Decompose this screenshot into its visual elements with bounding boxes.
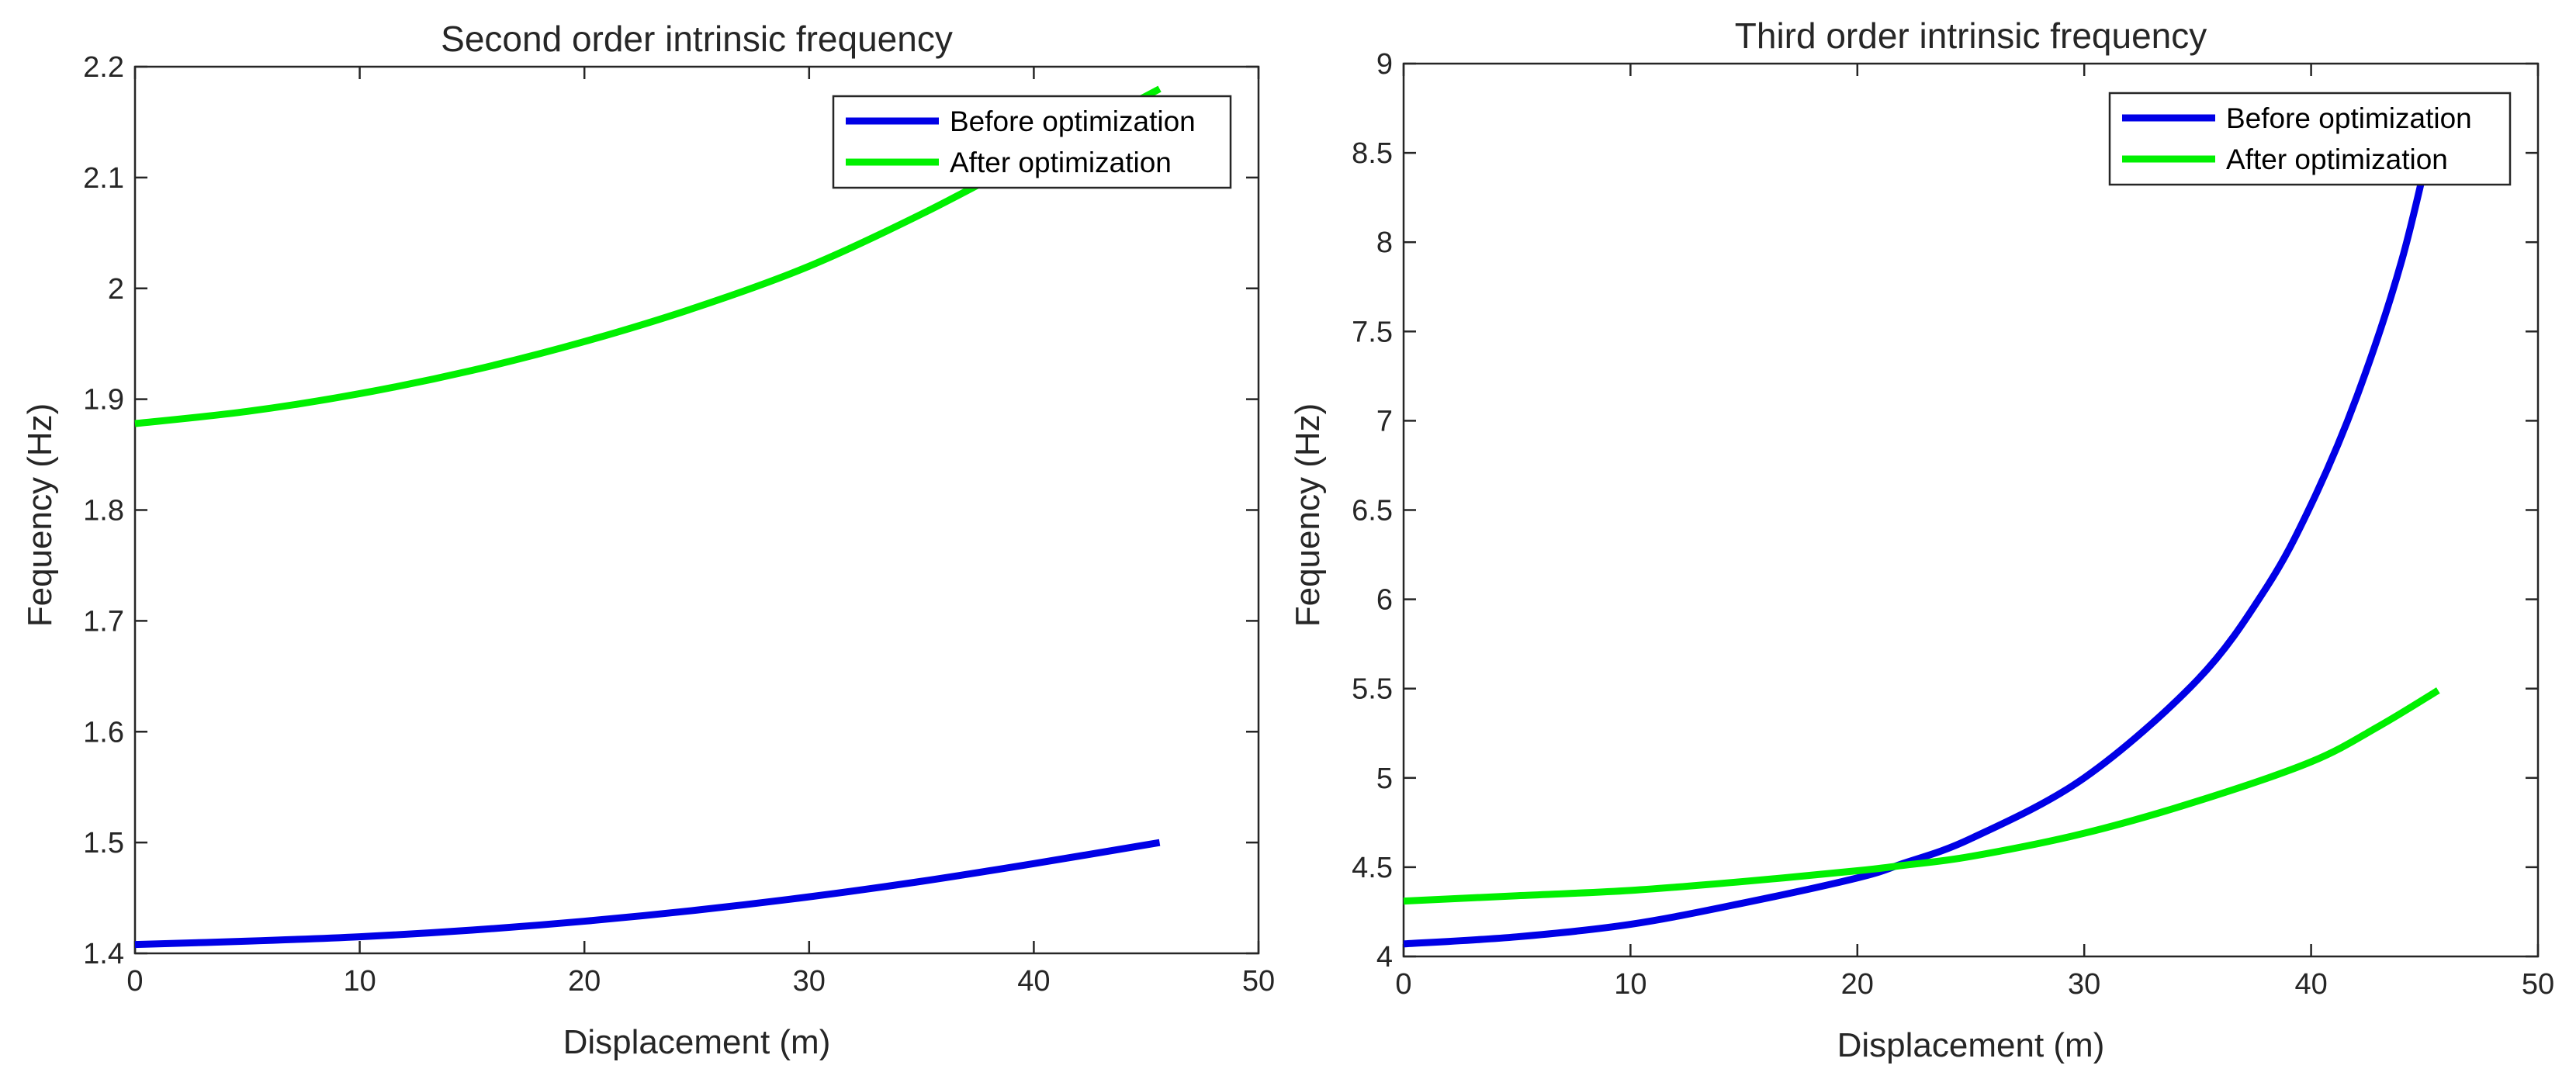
legend-label: After optimization [2226,144,2448,175]
legend-label: After optimization [950,147,1172,178]
y-tick-label: 7.5 [1352,316,1393,348]
series-line-after-optimization [1403,687,2440,905]
y-tick-label: 8.5 [1352,137,1393,170]
y-tick-label: 7 [1376,405,1393,438]
legend-box [832,95,1232,189]
y-tick-label: 5.5 [1352,673,1393,706]
legend-label: Before optimization [2226,102,2472,134]
second-order-chart: Second order intrinsic frequency Displac… [21,19,1275,1061]
y-tick-label: 1.7 [83,605,124,638]
y-tick-label: 4 [1376,941,1393,974]
plot-area [133,65,1260,955]
chart-title: Second order intrinsic frequency [441,19,953,59]
y-tick-label: 4.5 [1352,852,1393,884]
series-line-before-optimization [134,839,1161,949]
y-tick-label: 2.1 [83,162,124,195]
y-tick-label: 5 [1376,763,1393,795]
x-tick-label: 40 [2294,968,2327,1001]
y-axis-label: Fequency (Hz) [1289,403,1327,628]
y-tick-label: 1.4 [83,938,124,970]
y-tick-label: 8 [1376,227,1393,259]
x-tick-label: 50 [1242,965,1275,998]
legend: Before optimization After optimization [2108,92,2512,186]
y-tick-label: 9 [1376,48,1393,81]
y-axis-label: Fequency (Hz) [21,403,59,628]
x-tick-label: 30 [793,965,826,998]
series-line-before-optimization [1403,107,2442,948]
x-axis-label: Displacement (m) [563,1023,831,1061]
third-order-chart: Third order intrinsic frequency Displace… [1289,16,2554,1064]
x-axis-label: Displacement (m) [1837,1026,2105,1064]
y-tick-label: 2.2 [83,51,124,84]
plot-area [1402,62,2540,958]
x-tick-label: 50 [2522,968,2554,1001]
x-tick-label: 0 [1395,968,1411,1001]
y-tick-label: 1.6 [83,716,124,749]
legend-box [2108,92,2512,186]
x-tick-label: 10 [1614,968,1646,1001]
y-tick-label: 1.8 [83,495,124,527]
x-tick-label: 40 [1017,965,1050,998]
legend: Before optimization After optimization [832,95,1232,189]
y-tick-label: 6 [1376,584,1393,617]
y-tick-label: 2 [108,273,124,306]
x-tick-label: 20 [1841,968,1874,1001]
x-tick-label: 0 [126,965,143,998]
y-tick-label: 1.5 [83,827,124,859]
y-tick-label: 1.9 [83,384,124,417]
y-tick-label: 6.5 [1352,495,1393,527]
x-tick-label: 20 [568,965,601,998]
x-tick-label: 10 [343,965,376,998]
x-tick-label: 30 [2068,968,2100,1001]
legend-label: Before optimization [950,105,1196,137]
chart-title: Third order intrinsic frequency [1735,16,2207,56]
